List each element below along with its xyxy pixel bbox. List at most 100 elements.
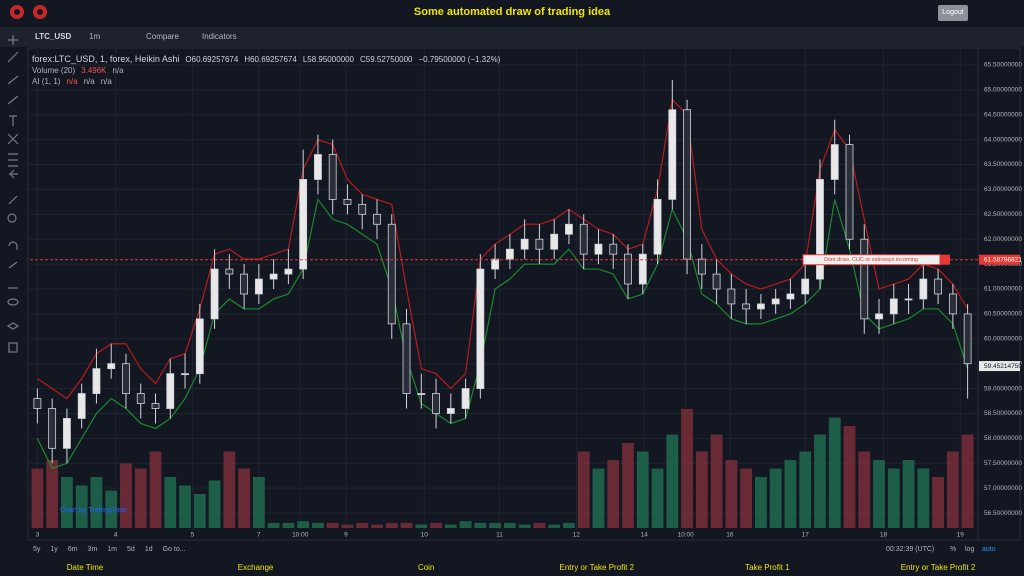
annotation-flag xyxy=(940,254,950,265)
volume-bar xyxy=(267,522,280,528)
range-button[interactable]: 5y xyxy=(33,546,41,553)
candle-body xyxy=(417,393,426,395)
range-button[interactable]: 3m xyxy=(87,546,98,553)
candle-body xyxy=(845,144,854,240)
candle-body xyxy=(225,268,234,275)
x-tick-label: 3 xyxy=(36,532,40,539)
candle-body xyxy=(151,403,160,409)
volume-bar xyxy=(371,524,383,528)
range-button[interactable]: 5d xyxy=(127,546,135,553)
y-tick-label: 60.50000000 xyxy=(984,311,1022,318)
candle-body xyxy=(491,258,500,270)
candle-body xyxy=(697,258,706,275)
log-toggle[interactable]: log xyxy=(965,546,975,553)
candle-body xyxy=(948,293,957,315)
candle-body xyxy=(254,278,263,295)
logout-button[interactable]: Logout xyxy=(938,5,968,21)
ai-name[interactable]: AI (1, 1) xyxy=(32,77,61,86)
volume-name[interactable]: Volume (20) xyxy=(32,66,76,75)
volume-bar xyxy=(503,522,516,528)
footer-label: Exchange xyxy=(237,563,274,572)
candle-body xyxy=(742,303,751,310)
candle-body xyxy=(284,268,293,275)
compare-button[interactable]: Compare xyxy=(146,32,179,41)
volume-bar xyxy=(223,451,236,528)
x-tick-label: 12 xyxy=(573,532,581,539)
footer-label: Entry or Take Profit 2 xyxy=(559,563,635,572)
volume-bar xyxy=(577,451,590,528)
candle-body xyxy=(535,238,544,250)
legend-volume: Volume (20) 3.496K n/a xyxy=(32,65,506,76)
range-button[interactable]: 1y xyxy=(50,546,58,553)
volume-bar xyxy=(341,524,354,528)
volume-bar xyxy=(252,477,265,528)
indicators-button[interactable]: Indicators xyxy=(202,32,237,41)
symbol[interactable]: LTC_USD xyxy=(35,32,72,41)
candle-body xyxy=(668,109,677,200)
x-tick-label: 16 xyxy=(726,532,734,539)
candle-body xyxy=(476,268,485,389)
volume-bar xyxy=(193,494,206,528)
volume-bar xyxy=(843,426,856,528)
watermark: Chart by TradingView xyxy=(60,507,128,514)
volume-bar xyxy=(828,417,841,528)
x-tick-label: 4 xyxy=(114,532,118,539)
volume-bar xyxy=(297,521,310,528)
y-tick-label: 58.00000000 xyxy=(984,435,1022,442)
x-tick-label: 7 xyxy=(257,532,261,539)
volume-bar xyxy=(946,451,959,528)
volume-bar xyxy=(75,485,88,528)
volume-bar xyxy=(681,409,693,528)
volume-value: n/a xyxy=(112,66,124,75)
volume-bar xyxy=(932,477,944,528)
candle-body xyxy=(609,243,618,255)
candle-body xyxy=(122,363,130,394)
candle-body xyxy=(505,248,514,260)
candle-body xyxy=(107,363,116,370)
y-tick-label: 56.50000000 xyxy=(984,510,1022,517)
candle-body xyxy=(195,318,204,375)
volume-bar xyxy=(607,460,620,528)
y-tick-label: 57.50000000 xyxy=(984,460,1022,467)
volume-bar xyxy=(917,468,930,528)
candle-body xyxy=(402,323,411,394)
candle-body xyxy=(550,233,559,250)
alert-price-box xyxy=(979,254,1020,265)
candle-body xyxy=(683,109,691,260)
volume-bar xyxy=(238,468,251,528)
legend-symbol[interactable]: forex:LTC_USD, 1, forex, Heikin Ashi xyxy=(32,54,180,64)
candle-body xyxy=(461,388,470,409)
percent-toggle[interactable]: % xyxy=(950,546,957,553)
volume-bar xyxy=(592,468,605,528)
volume-bar xyxy=(651,468,664,528)
interval[interactable]: 1m xyxy=(89,32,101,41)
range-button[interactable]: 1d xyxy=(144,546,153,553)
last-price-box xyxy=(979,361,1020,372)
y-tick-label: 63.50000000 xyxy=(984,161,1022,168)
candle-body xyxy=(786,293,795,300)
volume-bar xyxy=(873,460,885,528)
x-tick-label: 18 xyxy=(880,532,888,539)
y-tick-label: 63.00000000 xyxy=(984,186,1022,193)
volume-bar xyxy=(430,522,442,528)
candle-body xyxy=(63,418,71,449)
volume-bar xyxy=(533,522,546,528)
candle-body xyxy=(816,179,824,280)
footer-label: Coin xyxy=(417,563,435,572)
range-button[interactable]: 6m xyxy=(67,546,78,553)
candle-body xyxy=(328,154,337,200)
volume-bar xyxy=(489,522,502,528)
x-tick-label: 10:00 xyxy=(292,532,309,539)
range-button[interactable]: Go to... xyxy=(162,546,186,553)
range-button[interactable]: 1m xyxy=(107,546,118,553)
volume-bar xyxy=(134,468,147,528)
candle-body xyxy=(314,154,322,180)
legend-main: forex:LTC_USD, 1, forex, Heikin Ashi O60.… xyxy=(32,54,506,65)
auto-toggle[interactable]: auto xyxy=(982,546,996,553)
volume-bar xyxy=(784,460,797,528)
drawing-tools xyxy=(6,35,20,353)
candle-body xyxy=(136,393,145,404)
candle-body xyxy=(830,144,839,180)
volume-bar xyxy=(326,522,339,528)
